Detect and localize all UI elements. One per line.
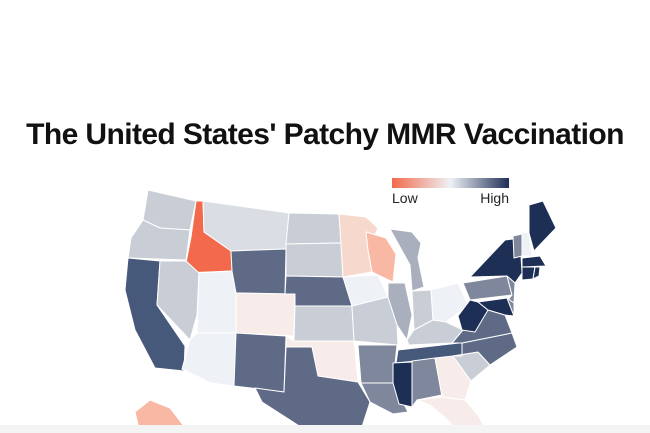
state-utah [196, 270, 237, 334]
state-wyoming [230, 248, 287, 295]
state-arkansas [357, 344, 398, 384]
state-mississippi [392, 361, 413, 408]
state-georgia [434, 355, 472, 401]
state-kansas [293, 305, 355, 342]
state-colorado [235, 292, 296, 337]
state-new-mexico [233, 332, 287, 393]
state-wisconsin [365, 231, 397, 283]
state-ohio [430, 282, 469, 323]
state-florida [416, 396, 489, 433]
state-maine [528, 200, 557, 252]
legend-color-scale [392, 178, 509, 188]
state-south-dakota [285, 242, 344, 278]
state-texas [254, 346, 371, 433]
state-kentucky [406, 319, 464, 346]
legend-high-label: High [480, 190, 509, 206]
state-north-carolina [452, 332, 518, 366]
state-arizona [181, 332, 237, 387]
state-maryland [477, 297, 515, 317]
state-alabama [411, 357, 443, 408]
state-nebraska [284, 275, 353, 307]
state-north-dakota [285, 212, 342, 245]
page-title: The United States' Patchy MMR Vaccinatio… [26, 118, 624, 151]
state-oregon [127, 219, 191, 261]
footer-strip [0, 425, 650, 433]
state-missouri [351, 296, 399, 346]
state-delaware [506, 297, 515, 317]
state-michigan [389, 228, 425, 292]
state-new-hampshire [521, 231, 533, 257]
state-pennsylvania [462, 275, 513, 301]
legend: Low High [392, 178, 509, 206]
state-massachusetts [521, 255, 547, 268]
state-nevada [156, 260, 200, 341]
legend-low-label: Low [392, 190, 418, 206]
state-rhode-island [532, 266, 541, 280]
state-vermont [512, 233, 523, 259]
